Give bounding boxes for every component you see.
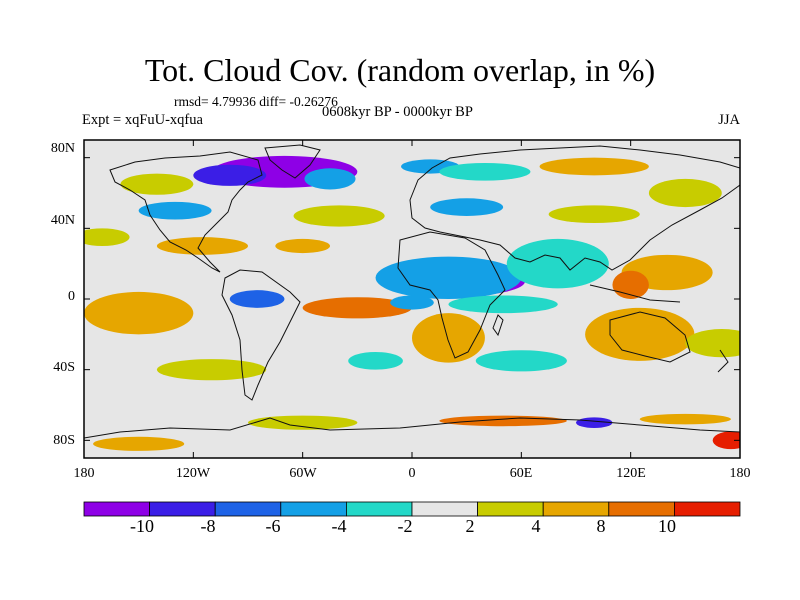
coastline-new-zealand — [717, 349, 729, 373]
lat-label-eq: 0 — [68, 289, 75, 304]
coastline-eurasia — [409, 145, 740, 271]
lon-label-120e: 120E — [616, 466, 646, 481]
anomaly-blob-36 — [439, 415, 567, 427]
colorbar-swatch-0 — [83, 501, 150, 517]
colorbar-swatch-3 — [280, 501, 347, 517]
coastline-greenland — [264, 144, 321, 179]
colorbar-swatch-1 — [149, 501, 216, 517]
coastline-south-america — [221, 269, 301, 401]
lat-label-80n: 80N — [50, 141, 75, 156]
anomaly-blob-31 — [685, 329, 740, 358]
colorbar-swatch-6 — [477, 501, 544, 517]
coastlines — [84, 144, 740, 439]
anomaly-blob-18 — [506, 238, 609, 289]
coastline-antarctica — [84, 417, 740, 439]
plot-title: Tot. Cloud Cov. (random overlap, in %) — [144, 52, 656, 88]
anomaly-blob-8 — [138, 201, 212, 220]
anomaly-field — [84, 155, 740, 451]
anomaly-blob-23 — [84, 291, 194, 335]
anomaly-blob-13 — [156, 237, 248, 255]
colorbar-label-m6: -6 — [265, 516, 281, 536]
anomaly-blob-6 — [648, 178, 722, 208]
anomaly-blob-10 — [430, 198, 504, 216]
colorbar-label-m8: -8 — [200, 516, 216, 536]
anomaly-blob-28 — [390, 295, 434, 310]
colorbar — [83, 501, 741, 517]
colorbar-swatch-4 — [345, 501, 413, 517]
period-label: 0608kyr BP - 0000kyr BP — [322, 104, 473, 120]
lat-label-40n: 40N — [50, 213, 75, 228]
anomaly-blob-30 — [585, 307, 695, 361]
coastline-indonesia — [589, 284, 681, 303]
anomaly-blob-12 — [84, 228, 130, 246]
season-label: JJA — [718, 112, 740, 128]
anomaly-blob-24 — [229, 290, 285, 308]
anomaly-blob-40 — [712, 431, 740, 450]
stats-text: rmsd= 4.79936 diff= -0.26276 — [174, 94, 338, 109]
colorbar-swatch-7 — [542, 501, 610, 517]
anomaly-blob-11 — [548, 205, 640, 224]
colorbar-label-8: 8 — [596, 516, 606, 536]
coastline-madagascar — [492, 314, 504, 337]
coastline-australia — [609, 311, 691, 363]
anomaly-blob-32 — [156, 359, 267, 381]
anomaly-blob-39 — [93, 436, 185, 451]
colorbar-swatch-9 — [674, 501, 741, 517]
anomaly-blob-34 — [348, 352, 403, 370]
lon-label-120w: 120W — [175, 466, 211, 481]
colorbar-label-m4: -4 — [331, 516, 347, 536]
lat-label-80s: 80S — [53, 433, 75, 448]
colorbar-label-2: 2 — [465, 516, 475, 536]
lon-label-0: 0 — [408, 466, 416, 481]
coastline-africa — [397, 231, 506, 359]
experiment-label: Expt = xqFuU-xqfua — [82, 112, 203, 128]
anomaly-blob-33 — [475, 350, 567, 372]
anomaly-blob-4 — [439, 162, 531, 181]
lat-label-40s: 40S — [53, 360, 75, 375]
axis-ticks — [83, 140, 741, 458]
colorbar-swatch-5 — [411, 501, 478, 517]
anomaly-blob-21 — [448, 295, 558, 314]
anomaly-blob-16 — [375, 256, 522, 299]
anomaly-blob-5 — [539, 157, 649, 176]
anomaly-blob-14 — [275, 238, 330, 254]
anomaly-blob-35 — [247, 415, 358, 430]
colorbar-label-m10: -10 — [130, 516, 154, 536]
anomaly-blob-1 — [193, 164, 267, 186]
colorbar-swatch-8 — [608, 501, 675, 517]
lon-label-60e: 60E — [509, 466, 533, 481]
anomaly-blob-7 — [120, 173, 194, 195]
anomaly-blob-9 — [293, 205, 385, 227]
anomaly-blob-25 — [302, 297, 413, 319]
colorbar-label-10: 10 — [658, 516, 676, 536]
anomaly-blob-2 — [304, 168, 356, 190]
lon-label-180w: 180 — [73, 466, 95, 481]
colorbar-swatch-2 — [214, 501, 282, 517]
lon-label-180e: 180 — [729, 466, 751, 481]
colorbar-label-m2: -2 — [397, 516, 413, 536]
lon-label-60w: 60W — [289, 466, 317, 481]
anomaly-blob-27 — [412, 313, 485, 363]
anomaly-blob-37 — [639, 413, 731, 425]
colorbar-label-4: 4 — [531, 516, 541, 536]
coastline-north-america — [109, 151, 263, 273]
